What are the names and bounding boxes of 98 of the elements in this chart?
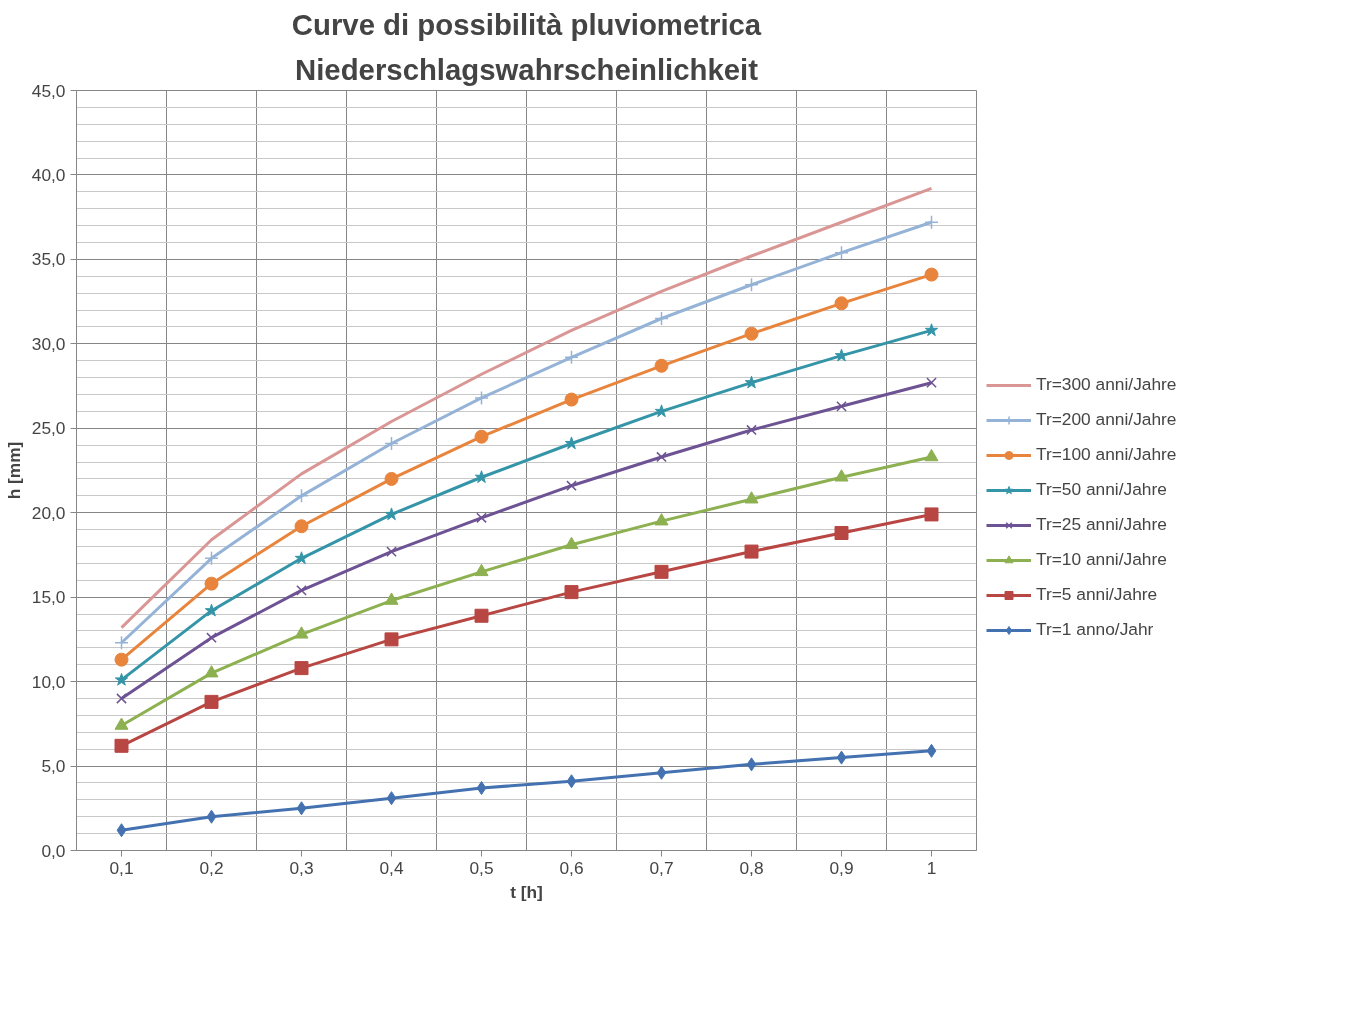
point xyxy=(384,592,399,605)
point xyxy=(834,469,849,482)
x-tick-label: 0,5 xyxy=(469,857,494,878)
point xyxy=(294,661,309,676)
point xyxy=(834,296,849,311)
point xyxy=(476,512,487,524)
chart-subtitle: Niederschlagswahrscheinlichkeit xyxy=(295,52,759,86)
point xyxy=(924,214,939,230)
point xyxy=(654,513,669,526)
x-tick-label: 0,3 xyxy=(289,857,314,878)
point xyxy=(116,693,127,704)
point xyxy=(384,507,399,521)
x-tick-label: 0,1 xyxy=(109,857,134,878)
point xyxy=(564,536,579,550)
x-tick-label: 0,7 xyxy=(649,857,674,878)
point xyxy=(474,429,489,444)
point xyxy=(114,652,129,667)
point xyxy=(654,564,669,579)
y-tick-label: 45,0 xyxy=(31,80,66,101)
point xyxy=(926,743,937,758)
legend-label: Tr=10 anni/Jahre xyxy=(1036,549,1167,570)
point xyxy=(746,424,757,436)
point xyxy=(566,480,577,492)
y-tick-label: 20,0 xyxy=(31,502,66,523)
point xyxy=(924,448,939,462)
point xyxy=(834,525,849,540)
point xyxy=(924,267,939,282)
x-tick-label: 0,8 xyxy=(739,857,764,878)
point xyxy=(294,551,309,565)
point xyxy=(116,823,127,838)
y-tick-label: 40,0 xyxy=(31,164,66,185)
point xyxy=(294,488,309,504)
legend-label: Tr=200 anni/Jahre xyxy=(1036,409,1177,430)
legend-label: Tr=25 anni/Jahre xyxy=(1036,514,1167,535)
point xyxy=(744,277,759,292)
legend-label: Tr=5 anni/Jahre xyxy=(1036,584,1158,605)
point xyxy=(746,757,757,772)
point xyxy=(564,392,579,407)
point xyxy=(474,563,489,577)
point xyxy=(836,750,847,765)
point xyxy=(836,400,847,412)
point xyxy=(204,603,219,617)
y-tick-label: 25,0 xyxy=(31,418,66,439)
point xyxy=(744,491,759,504)
point xyxy=(476,781,487,796)
x-axis-title: t [h] xyxy=(510,881,543,902)
point xyxy=(114,672,129,686)
y-tick-label: 0,0 xyxy=(41,840,66,861)
x-tick-label: 0,2 xyxy=(199,857,224,878)
point xyxy=(926,377,937,389)
y-tick-label: 10,0 xyxy=(31,671,66,692)
point xyxy=(656,765,667,780)
point xyxy=(294,519,309,534)
point xyxy=(744,326,759,341)
point xyxy=(384,436,399,451)
point xyxy=(114,717,129,730)
point xyxy=(474,390,489,406)
point xyxy=(204,665,219,678)
legend-label: Tr=100 anni/Jahre xyxy=(1036,444,1177,465)
point xyxy=(386,791,397,806)
point xyxy=(386,546,397,557)
y-tick-label: 5,0 xyxy=(41,756,66,777)
point xyxy=(206,632,217,644)
x-tick-label: 0,6 xyxy=(559,857,584,878)
point xyxy=(114,635,129,651)
point xyxy=(204,694,219,709)
point xyxy=(296,585,307,596)
point xyxy=(654,311,669,326)
point xyxy=(924,507,939,522)
legend-label: Tr=50 anni/Jahre xyxy=(1036,479,1167,500)
y-axis-title: h [mm] xyxy=(3,441,24,500)
point xyxy=(294,626,309,639)
point xyxy=(204,576,219,591)
point xyxy=(474,608,489,623)
point xyxy=(296,801,307,816)
point xyxy=(564,585,579,600)
chart-title: Curve di possibilità pluviometrica xyxy=(291,7,762,41)
point xyxy=(384,632,399,647)
y-tick-label: 15,0 xyxy=(31,587,66,608)
point xyxy=(744,544,759,559)
y-tick-label: 30,0 xyxy=(31,333,66,354)
point xyxy=(654,358,669,373)
x-tick-label: 1 xyxy=(926,857,937,878)
legend-label: Tr=1 anno/Jahr xyxy=(1036,619,1154,640)
point xyxy=(656,451,667,463)
point xyxy=(564,350,579,365)
y-tick-label: 35,0 xyxy=(31,249,66,270)
point xyxy=(566,774,577,789)
x-tick-label: 0,4 xyxy=(379,857,404,878)
point xyxy=(204,551,219,566)
point xyxy=(384,471,399,486)
legend-label: Tr=300 anni/Jahre xyxy=(1036,374,1177,395)
point xyxy=(654,404,669,418)
point xyxy=(114,738,129,753)
x-tick-label: 0,9 xyxy=(829,857,854,878)
point xyxy=(924,323,939,337)
point xyxy=(834,245,849,260)
point xyxy=(206,809,217,824)
